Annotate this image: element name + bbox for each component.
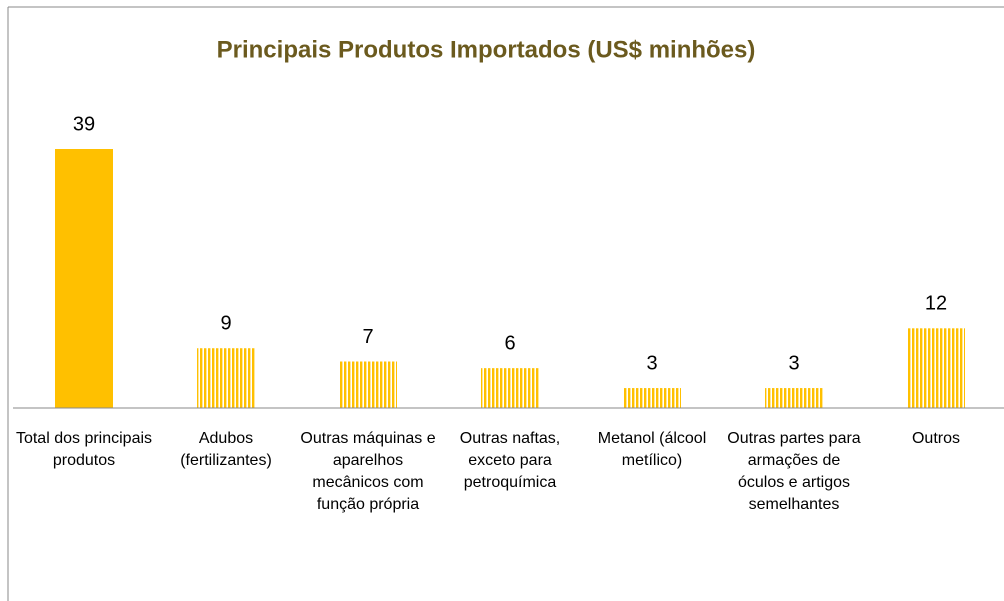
bar [55,149,113,408]
data-label: 3 [646,352,657,374]
x-tick-label: Outras naftas, exceto para petroquímica [459,430,561,491]
bar [481,368,539,408]
data-label: 12 [925,293,947,315]
bar [765,388,823,408]
data-label: 9 [220,313,231,335]
data-label: 6 [504,332,515,354]
bar [623,388,681,408]
x-tick-label: Metanol (álcool metílico) [597,430,707,469]
chart-title: Principais Produtos Importados (US$ minh… [217,36,756,63]
data-label: 7 [362,326,373,348]
x-tick-label: Outras máquinas e aparelhos mecânicos co… [300,430,436,513]
data-label: 39 [73,113,95,135]
x-tick-label: Outras partes para armações de óculos e … [727,430,861,513]
x-tick-label: Outros [911,430,960,447]
x-tick-label: Total dos principais produtos [15,430,153,469]
data-label: 3 [788,352,799,374]
x-tick-label: Adubos (fertilizantes) [180,430,272,469]
bar [197,348,255,408]
bar [907,328,965,408]
bar [339,361,397,408]
